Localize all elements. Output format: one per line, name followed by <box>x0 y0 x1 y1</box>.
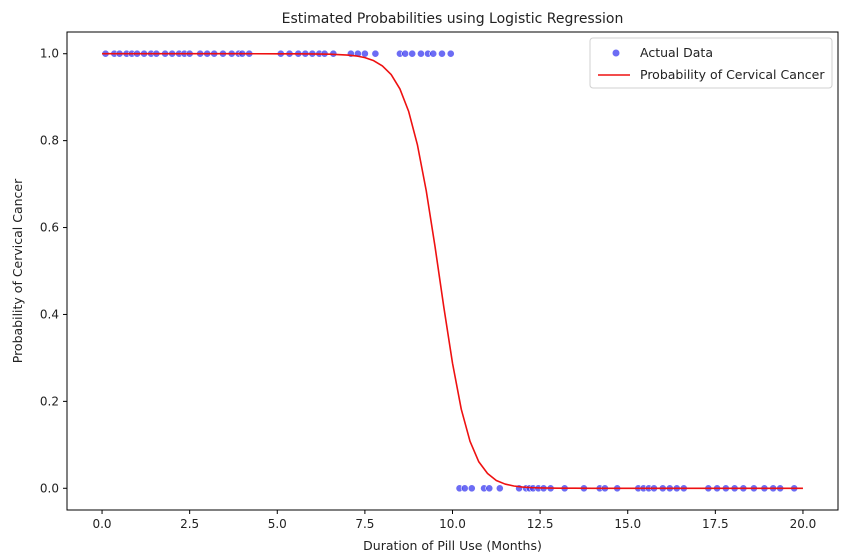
legend-scatter-label: Actual Data <box>640 45 713 60</box>
y-tick-label: 1.0 <box>40 47 59 61</box>
legend-line-label: Probability of Cervical Cancer <box>640 67 825 82</box>
x-tick-label: 2.5 <box>180 517 199 531</box>
y-tick-label: 0.8 <box>40 134 59 148</box>
data-point <box>360 49 369 58</box>
x-tick-label: 0.0 <box>92 517 111 531</box>
x-tick-label: 17.5 <box>702 517 729 531</box>
x-tick-label: 12.5 <box>527 517 554 531</box>
data-point <box>495 484 504 493</box>
y-tick-label: 0.6 <box>40 221 59 235</box>
data-point <box>446 49 455 58</box>
x-axis: 0.0 2.5 5.0 7.5 10.0 12.5 15.0 17.5 20.0 <box>92 510 816 531</box>
data-point <box>438 49 446 58</box>
data-point <box>408 49 417 58</box>
x-tick-label: 10.0 <box>439 517 466 531</box>
probability-curve <box>102 52 803 490</box>
x-tick-label: 5.0 <box>268 517 287 531</box>
data-point <box>467 484 476 493</box>
x-tick-label: 15.0 <box>614 517 641 531</box>
data-point <box>417 49 425 58</box>
legend: Actual Data Probability of Cervical Canc… <box>589 37 833 89</box>
data-point <box>485 484 494 493</box>
x-tick-label: 20.0 <box>790 517 817 531</box>
y-tick-label: 0.0 <box>40 481 59 495</box>
data-point <box>401 49 410 58</box>
legend-scatter-marker <box>612 49 620 57</box>
legend-box <box>589 37 833 89</box>
data-point <box>371 49 380 58</box>
y-tick-label: 0.2 <box>40 394 59 408</box>
y-tick-label: 0.4 <box>40 307 59 321</box>
data-point <box>460 484 469 493</box>
chart-title: Estimated Probabilities using Logistic R… <box>282 11 624 27</box>
plot-content <box>101 49 803 493</box>
x-axis-title: Duration of Pill Use (Months) <box>363 538 542 553</box>
plot-area <box>66 31 839 511</box>
y-axis-title: Probability of Cervical Cancer <box>10 178 25 363</box>
y-axis: 0.0 0.2 0.4 0.6 0.8 1.0 <box>40 47 67 495</box>
data-point <box>429 49 438 58</box>
x-tick-label: 7.5 <box>355 517 374 531</box>
